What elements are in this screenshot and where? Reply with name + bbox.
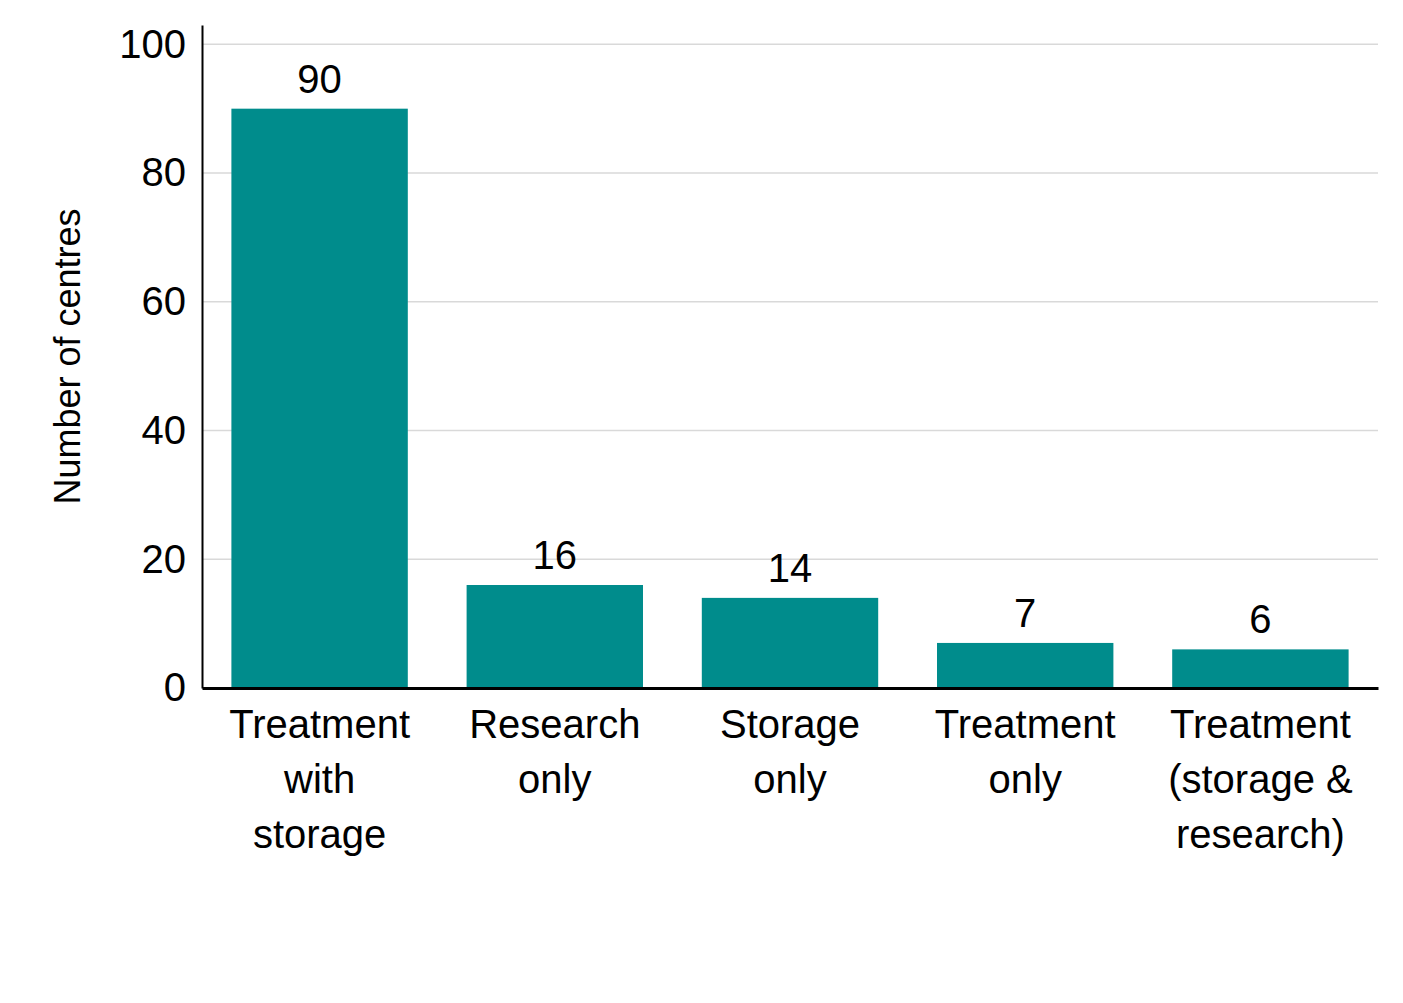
x-tick: Treatment with storage	[229, 688, 410, 856]
bar	[467, 585, 643, 688]
grid-line	[202, 687, 1378, 689]
bar	[702, 598, 878, 688]
data-label: 16	[533, 533, 578, 577]
chart: 0 20 40 60 80 100 Treatment with storage Research…	[0, 0, 1403, 1003]
y-tick: 40	[142, 408, 203, 452]
x-tick-label-line: Research	[469, 702, 640, 746]
y-tick-label: 80	[142, 150, 187, 194]
y-tick: 80	[142, 150, 203, 194]
y-tick-label: 0	[164, 665, 186, 709]
y-tick-label: 20	[142, 537, 187, 581]
y-tick-label: 40	[142, 408, 187, 452]
y-axis-title: Number of centres	[47, 208, 88, 504]
bar	[1172, 649, 1348, 688]
x-tick-label-line: only	[753, 757, 826, 801]
y-tick-label: 60	[142, 279, 187, 323]
x-tick-label-line: Treatment	[229, 702, 410, 746]
y-axis-line	[202, 26, 204, 689]
y-tick: 60	[142, 279, 203, 323]
bars	[231, 109, 1348, 688]
plot: 0 20 40 60 80 100 Treatment with storage Research…	[119, 22, 1378, 856]
y-tick: 0	[164, 665, 202, 709]
x-tick-label: Research only	[469, 702, 640, 801]
grid-line	[202, 44, 1378, 46]
x-tick-label: Treatment with storage	[229, 702, 410, 856]
y-axis: 0 20 40 60 80 100	[119, 22, 202, 710]
y-tick: 100	[119, 22, 202, 66]
x-tick-label-line: Treatment	[935, 702, 1116, 746]
x-axis: Treatment with storage Research only Storage o…	[203, 688, 1379, 856]
x-tick-label: Storage only	[720, 702, 860, 801]
y-tick-label: 100	[119, 22, 186, 66]
x-tick-label-line: research)	[1176, 812, 1345, 856]
data-label: 6	[1249, 597, 1271, 641]
x-tick-label-line: Treatment	[1170, 702, 1351, 746]
x-tick: Treatment (storage & research)	[1168, 688, 1353, 856]
x-tick-label-line: only	[989, 757, 1062, 801]
x-tick: Treatment only	[935, 688, 1116, 801]
bar	[231, 109, 407, 688]
x-tick: Storage only	[720, 688, 860, 801]
x-tick-label: Treatment only	[935, 702, 1116, 801]
x-tick-label-line: storage	[253, 812, 386, 856]
y-tick: 20	[142, 537, 203, 581]
x-tick-label-line: Storage	[720, 702, 860, 746]
grid	[202, 44, 1378, 688]
x-tick-label-line: (storage &	[1168, 757, 1353, 801]
data-label: 7	[1014, 591, 1036, 635]
x-axis-line	[203, 687, 1379, 690]
x-tick: Research only	[469, 688, 640, 801]
x-tick-label-line: only	[518, 757, 591, 801]
x-tick-label: Treatment (storage & research)	[1168, 702, 1353, 856]
bar	[937, 643, 1113, 688]
data-labels: 90 16 14 7 6	[297, 57, 1271, 642]
data-label: 14	[768, 546, 813, 590]
x-tick-label-line: with	[283, 757, 355, 801]
data-label: 90	[297, 57, 342, 101]
